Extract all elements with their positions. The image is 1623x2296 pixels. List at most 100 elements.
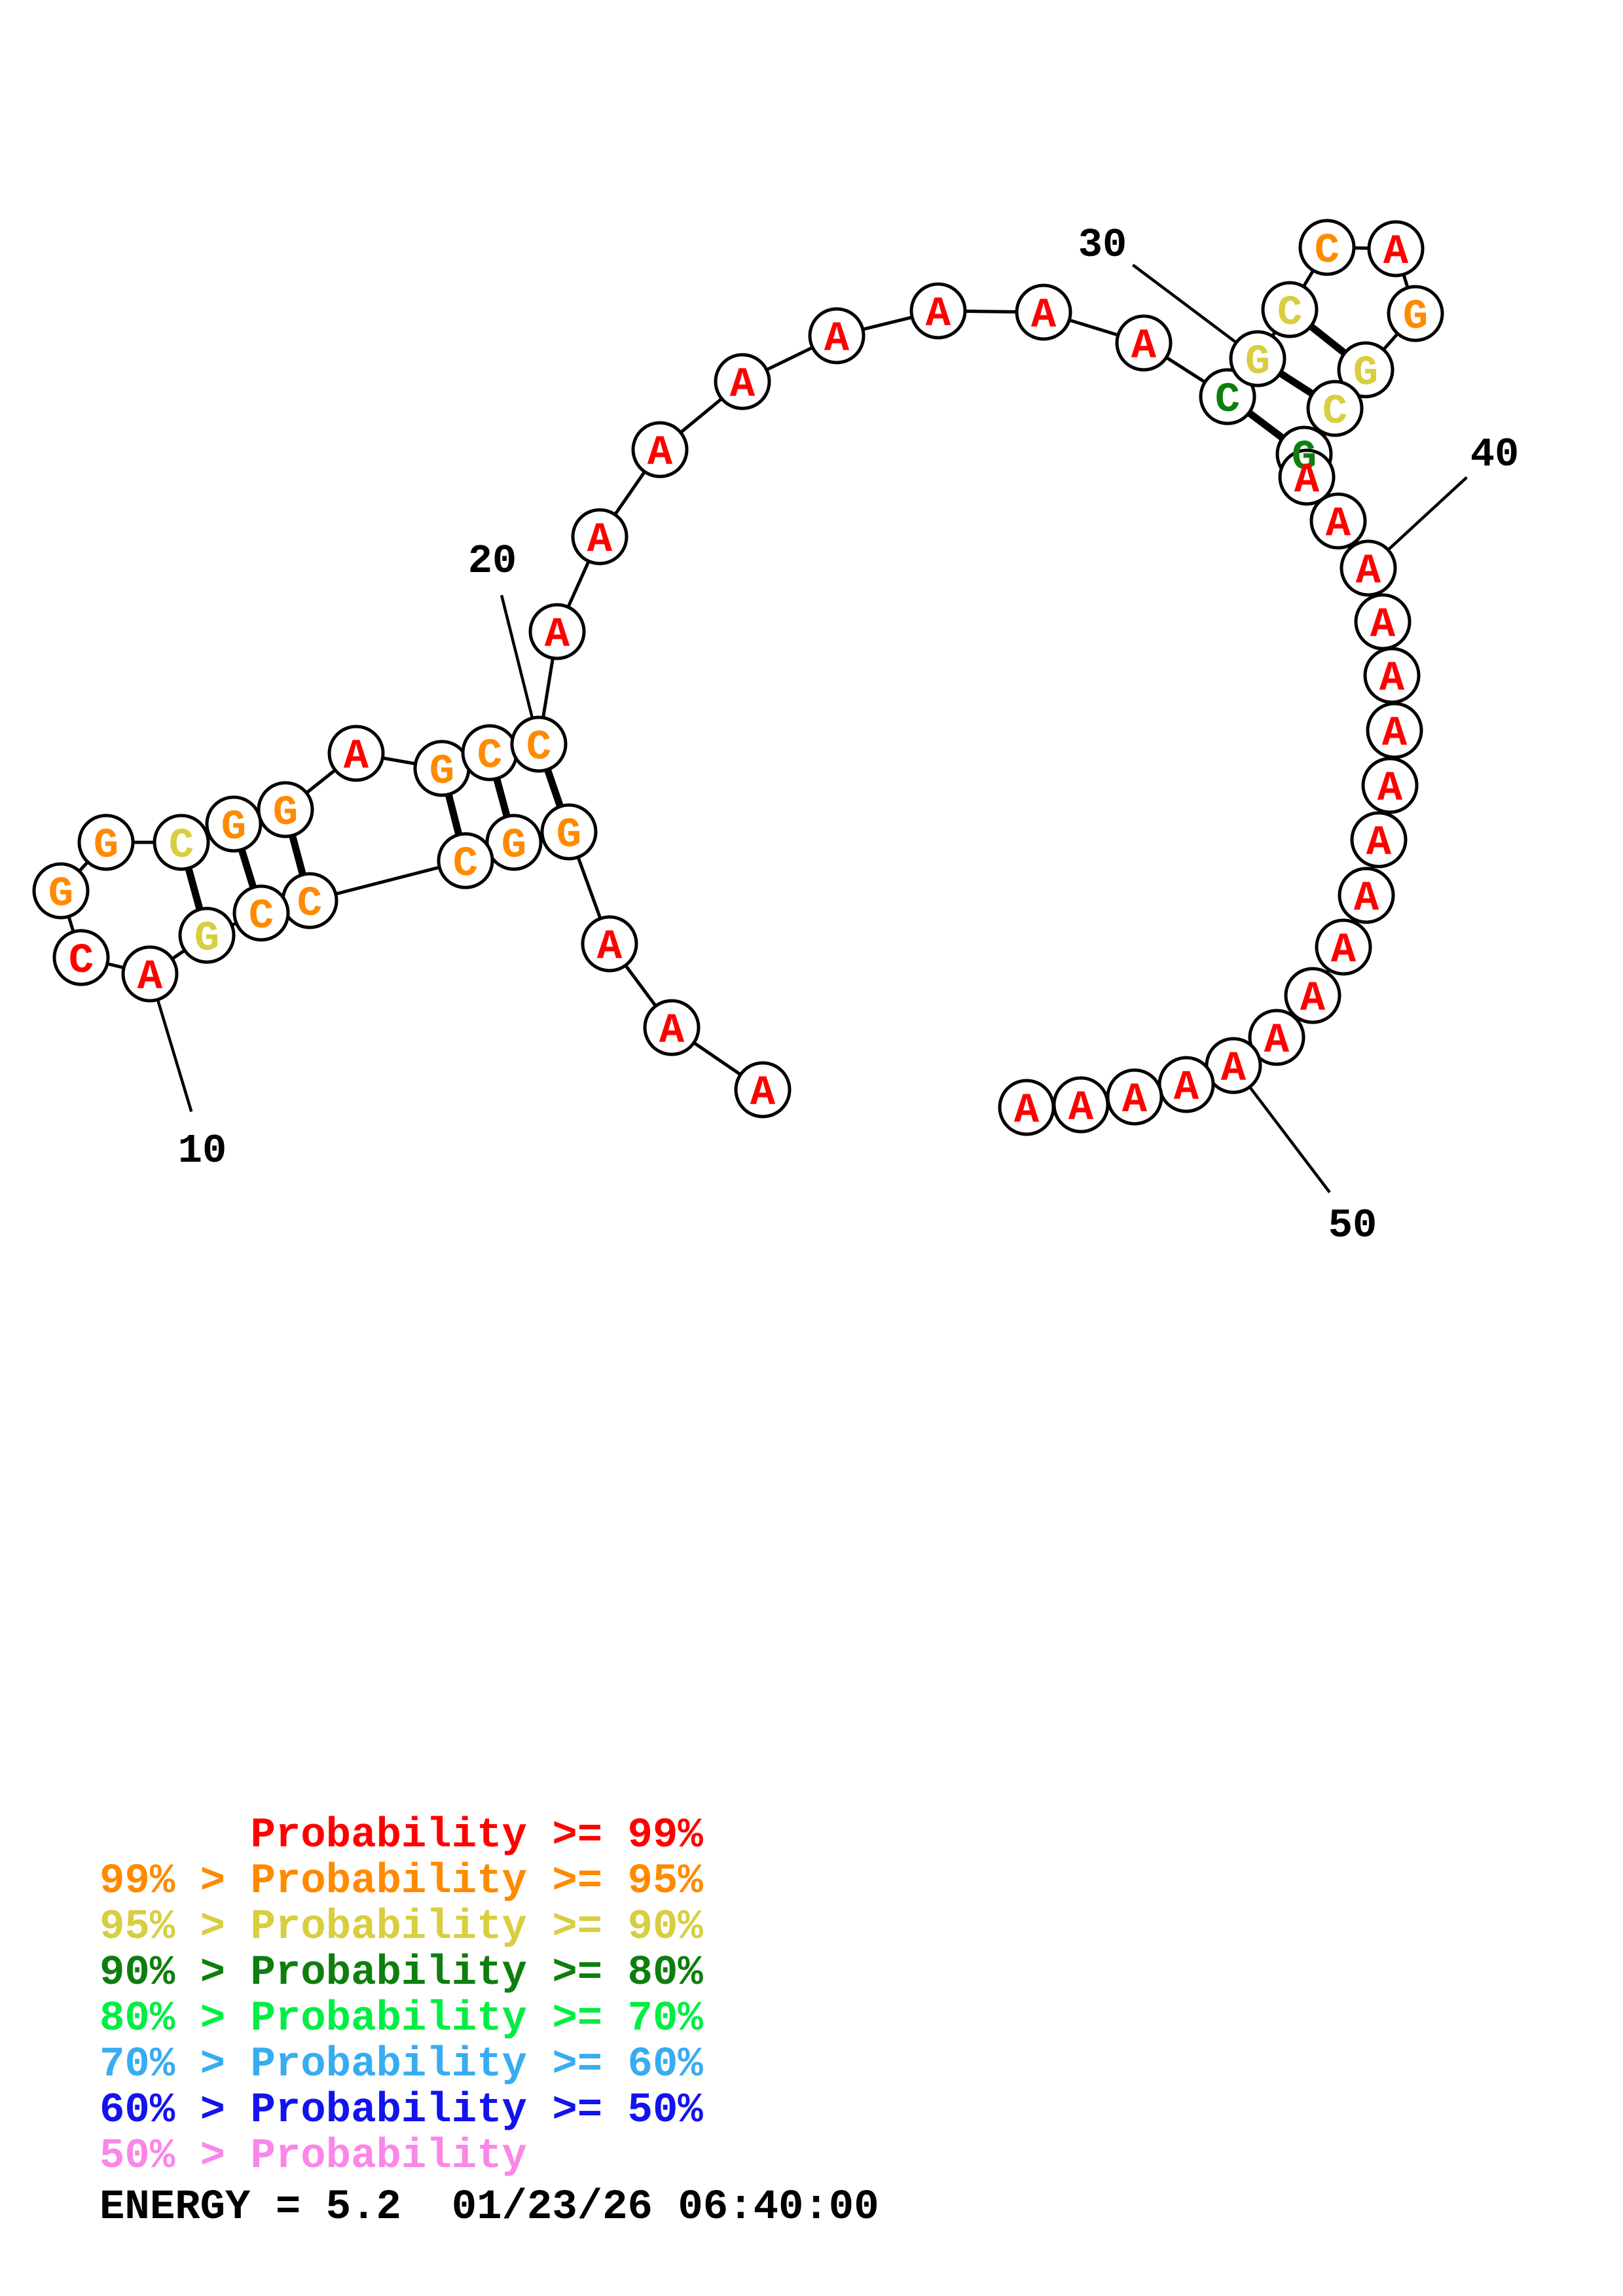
nucleotide-letter: A xyxy=(597,924,623,971)
nucleotide-circle xyxy=(734,1061,792,1119)
nucleotide-circle xyxy=(232,884,290,942)
nucleotide-letter: A xyxy=(1068,1085,1094,1132)
nucleotide-circle xyxy=(437,832,494,889)
nucleotide-letter: A xyxy=(545,612,570,659)
nucleotide-letter: A xyxy=(1014,1088,1040,1135)
nucleotide-letter: A xyxy=(1326,501,1351,548)
nucleotide-circle xyxy=(643,999,701,1056)
nucleotide-letter: C xyxy=(1315,228,1340,275)
nucleotide-circle xyxy=(581,915,638,973)
nucleotide-circle xyxy=(714,353,771,410)
nucleotide-letter: G xyxy=(194,916,219,963)
nucleotide-letter: A xyxy=(647,430,673,477)
nucleotide-circle xyxy=(631,421,689,478)
nucleotide-circle xyxy=(1229,330,1286,387)
nucleotide-letter: C xyxy=(249,893,274,941)
nucleotide-letter: A xyxy=(1383,229,1409,276)
nucleotide-circle xyxy=(909,282,967,340)
energy-line: ENERGY = 5.2 01/23/26 06:40:00 xyxy=(100,2184,879,2231)
legend-row-1: Probability >= 99% xyxy=(100,1812,703,1859)
legend-row-5: 80% > Probability >= 70% xyxy=(100,1996,703,2043)
nucleotide-letter: C xyxy=(297,881,322,928)
nucleotide-letter: A xyxy=(1354,876,1379,923)
nucleotide-circle xyxy=(257,781,314,838)
nucleotide-circle xyxy=(1315,918,1372,976)
nucleotide-letter: A xyxy=(1331,927,1357,975)
nucleotide-circle xyxy=(808,307,866,365)
nucleotide-letter: A xyxy=(1294,457,1320,505)
nucleotide-letter: A xyxy=(730,362,756,409)
nucleotide-letter: C xyxy=(69,938,94,985)
nucleotide-letter: A xyxy=(824,316,850,363)
nucleotide-circle xyxy=(1306,380,1364,437)
base-pair-bonds xyxy=(177,306,1368,937)
nucleotide-letter: A xyxy=(1122,1077,1148,1124)
nucleotide-circle xyxy=(327,725,385,782)
nucleotide-letter: G xyxy=(48,871,73,918)
nucleotide-letter: C xyxy=(526,725,551,772)
legend-row-7: 60% > Probability >= 50% xyxy=(100,2087,703,2134)
legend-row-8: 50% > Probability xyxy=(100,2133,527,2180)
nucleotide-circle xyxy=(1338,867,1395,924)
nucleotide-letter: G xyxy=(221,804,246,852)
nucleotide-letter: C xyxy=(477,733,502,780)
nucleotide-circle xyxy=(1015,283,1072,341)
nucleotide-letter: C xyxy=(1277,290,1302,337)
nucleotide-circle xyxy=(510,715,568,773)
nucleotide-letter: A xyxy=(926,291,951,338)
nucleotide-letter: A xyxy=(587,517,613,564)
nucleotide-letter: C xyxy=(453,841,478,888)
nucleotide-letter: A xyxy=(1174,1065,1199,1112)
nucleotide-circle xyxy=(153,814,210,871)
nucleotide-circle xyxy=(528,603,586,660)
position-label: 10 xyxy=(178,1128,227,1174)
nucleotide-circle xyxy=(77,814,135,871)
nucleotide-circle xyxy=(1115,314,1173,372)
nucleotide-circle xyxy=(178,906,236,964)
nucleotide-letter: A xyxy=(1300,976,1326,1023)
nucleotide-circle xyxy=(1278,448,1336,506)
nucleotide-letter: A xyxy=(1366,820,1392,867)
nucleotide-letter: G xyxy=(94,823,119,870)
nucleotide-letter: A xyxy=(344,734,369,781)
nucleotide-circle xyxy=(1361,757,1419,814)
nucleotide-letter: G xyxy=(1292,435,1317,482)
legend-row-4: 90% > Probability >= 80% xyxy=(100,1950,703,1997)
nucleotide-letter: G xyxy=(501,823,526,870)
nucleotide-letter: A xyxy=(1370,602,1396,649)
nucleotide-letter: G xyxy=(1403,294,1428,341)
nucleotide-circle xyxy=(1248,1009,1305,1066)
nucleotide-circle xyxy=(571,508,629,565)
nucleotide-circle xyxy=(1387,285,1444,342)
nucleotide-circle xyxy=(1261,281,1319,338)
nucleotide-circle xyxy=(205,795,263,853)
nucleotide-circle xyxy=(1366,702,1423,759)
legend-row-2: 99% > Probability >= 95% xyxy=(100,1858,703,1905)
nucleotide-circles xyxy=(32,219,1444,1136)
nucleotide-circle xyxy=(1367,220,1425,278)
nucleotide-circle xyxy=(540,803,598,861)
nucleotide-letter: G xyxy=(273,790,298,837)
legend-row-3: 95% > Probability >= 90% xyxy=(100,1904,703,1951)
position-labels: 10 20 30 40 50 xyxy=(178,222,1519,1249)
nucleotide-letter: A xyxy=(1356,548,1381,596)
nucleotide-letter: A xyxy=(1382,711,1408,758)
probability-legend: Probability >= 99% 99% > Probability >= … xyxy=(100,1813,703,2179)
nucleotide-letter: A xyxy=(1264,1018,1290,1065)
nucleotide-letter: A xyxy=(659,1008,685,1055)
position-label: 20 xyxy=(468,538,517,584)
position-label: 40 xyxy=(1470,431,1519,478)
nucleotide-letter: G xyxy=(556,812,581,859)
nucleotide-circle xyxy=(1350,811,1408,869)
position-label: 30 xyxy=(1078,222,1127,268)
nucleotide-letter: G xyxy=(1353,350,1378,397)
nucleotide-letter: C xyxy=(169,823,194,870)
nucleotide-circle xyxy=(121,945,179,1003)
nucleotide-letter: C xyxy=(1322,389,1347,436)
legend-row-6: 70% > Probability >= 60% xyxy=(100,2041,703,2089)
nucleotide-circle xyxy=(1309,492,1367,550)
position-label: 50 xyxy=(1328,1202,1377,1249)
nucleotide-letter: G xyxy=(1245,339,1270,386)
